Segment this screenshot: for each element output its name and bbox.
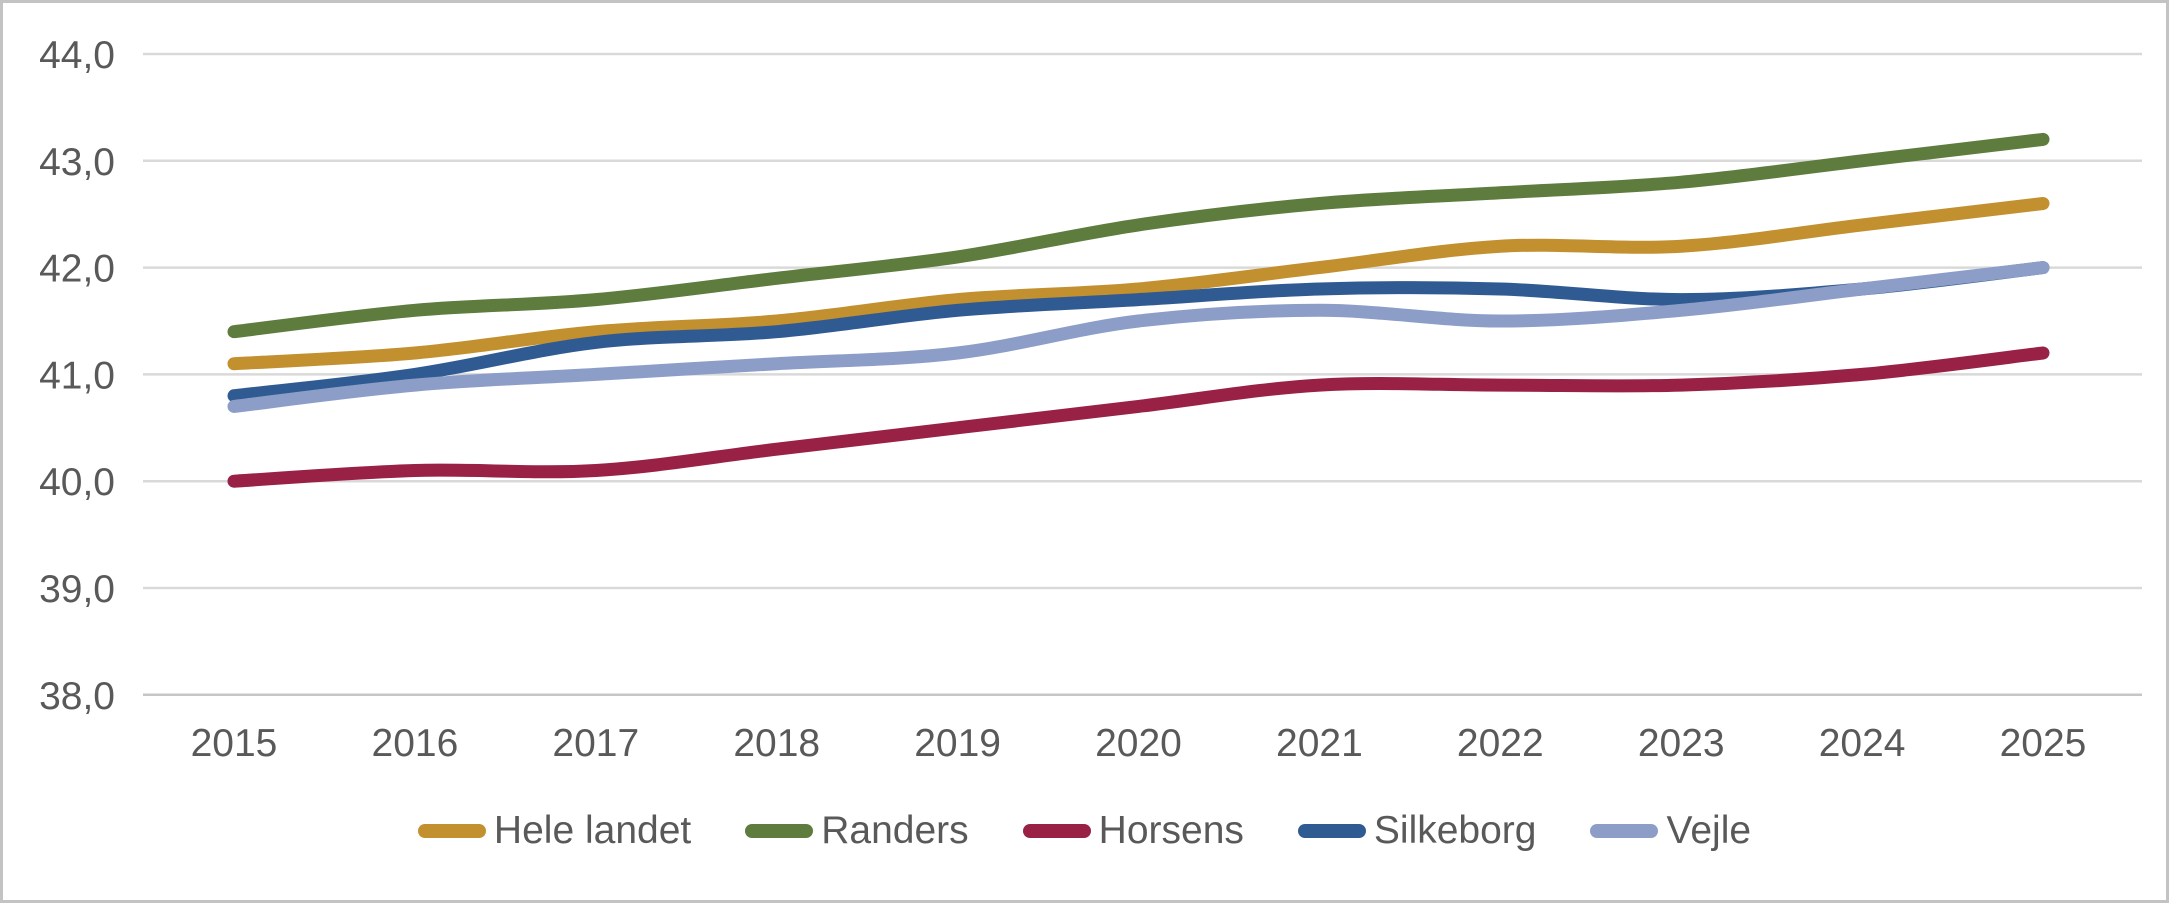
x-tick-label: 2019 — [914, 722, 1001, 765]
series-line-hele-landet — [227, 197, 2050, 371]
x-tick-label: 2015 — [191, 722, 278, 765]
x-tick-label: 2020 — [1095, 722, 1182, 765]
legend-item-silkeborg: Silkeborg — [1297, 809, 1537, 853]
legend-swatch-icon — [1022, 824, 1091, 838]
legend-item-randers: Randers — [745, 809, 969, 853]
series-line-randers — [227, 132, 2050, 339]
x-tick-label: 2024 — [1819, 722, 1906, 765]
y-tick-label: 38,0 — [39, 675, 115, 718]
y-tick-label: 43,0 — [39, 141, 115, 184]
legend-label: Hele landet — [493, 809, 692, 852]
legend-item-horsens: Horsens — [1022, 809, 1244, 853]
y-tick-label: 42,0 — [39, 248, 115, 291]
x-tick-label: 2018 — [733, 722, 820, 765]
legend-swatch-icon — [1590, 824, 1659, 838]
legend-label: Silkeborg — [1373, 809, 1537, 852]
x-tick-label: 2016 — [372, 722, 459, 765]
x-tick-label: 2023 — [1638, 722, 1725, 765]
y-tick-label: 41,0 — [39, 354, 115, 397]
series-line-horsens — [227, 346, 2050, 488]
legend-item-vejle: Vejle — [1590, 809, 1751, 853]
legend-label: Vejle — [1666, 809, 1752, 852]
line-chart-plot-area: 44,0 43,0 42,0 41,0 40,0 39,0 38,0 2015 2016 2017… — [39, 34, 2142, 765]
y-tick-label: 44,0 — [39, 34, 115, 77]
x-tick-label: 2021 — [1276, 722, 1363, 765]
legend-swatch-icon — [745, 824, 814, 838]
x-tick-label: 2017 — [552, 722, 639, 765]
chart-legend: Hele landet Randers Horsens Silkeborg Vejle — [3, 809, 2166, 853]
y-tick-label: 39,0 — [39, 568, 115, 611]
series-line-vejle — [227, 261, 2050, 413]
legend-label: Randers — [821, 809, 969, 852]
x-tick-label: 2025 — [2000, 722, 2087, 765]
y-tick-label: 40,0 — [39, 461, 115, 504]
legend-swatch-icon — [1297, 824, 1366, 838]
legend-item-hele-landet: Hele landet — [417, 809, 692, 853]
legend-label: Horsens — [1098, 809, 1244, 852]
x-tick-label: 2022 — [1457, 722, 1544, 765]
legend-swatch-icon — [417, 824, 486, 838]
